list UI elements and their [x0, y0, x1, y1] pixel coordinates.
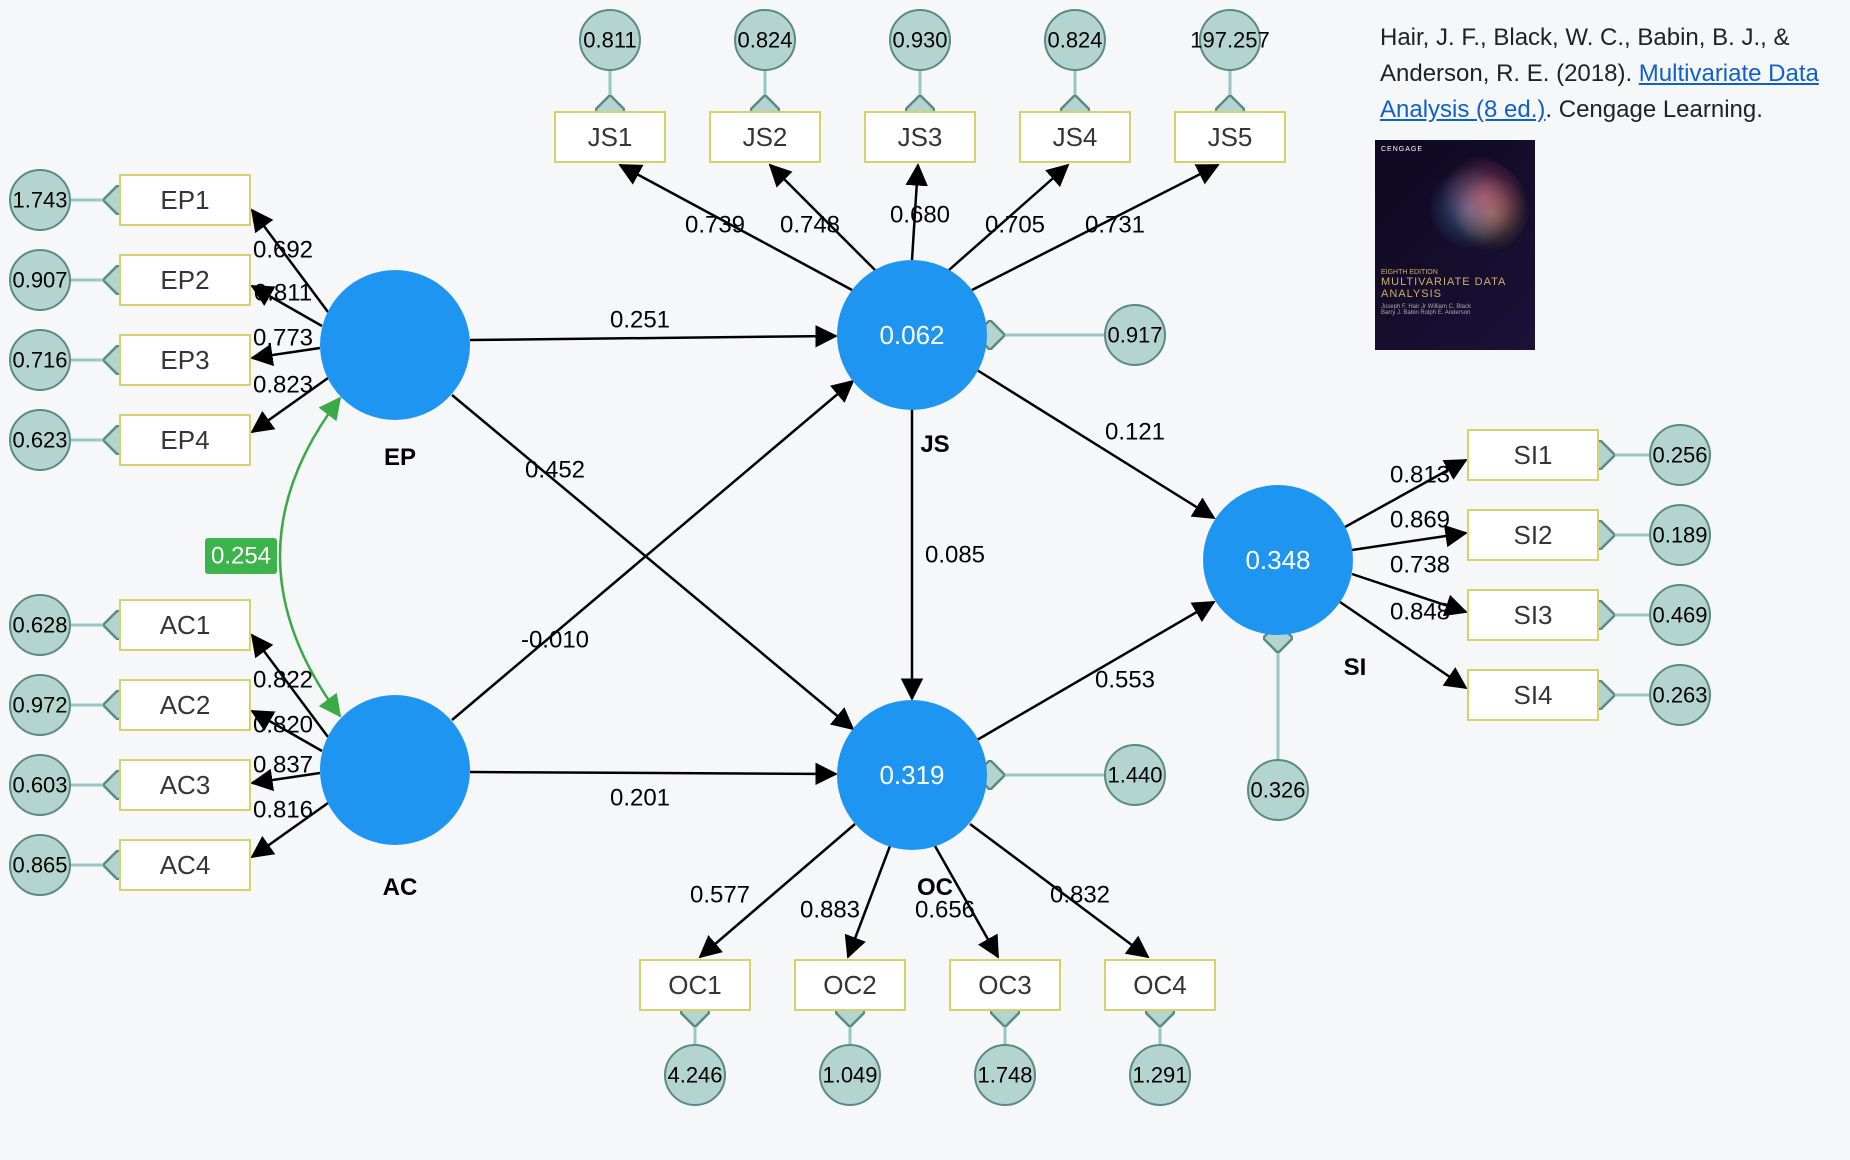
- loading-EP_EP2: 0.811: [254, 280, 312, 307]
- latent-value-OC: 0.319: [879, 760, 944, 790]
- path-JS_SI: 0.121: [1105, 419, 1165, 446]
- indicator-label-EP2: EP2: [160, 265, 209, 295]
- loading-SI_SI1: 0.813: [1390, 462, 1450, 489]
- loading-JS_JS5: 0.731: [1085, 212, 1145, 239]
- latent-value-JS: 0.062: [879, 320, 944, 350]
- indicator-label-AC1: AC1: [160, 610, 211, 640]
- error-value-SI1: 0.256: [1652, 443, 1707, 468]
- path-EP_OC: 0.452: [525, 457, 585, 484]
- indicator-label-JS5: JS5: [1208, 122, 1253, 152]
- latent-label-JS: JS: [920, 431, 949, 458]
- error-value-JS3: 0.930: [892, 28, 947, 53]
- path-AC_OC: 0.201: [610, 785, 670, 812]
- loading-SI_SI3: 0.738: [1390, 552, 1450, 579]
- error-value-EP2: 0.907: [12, 268, 67, 293]
- error-value-OC3: 1.748: [977, 1063, 1032, 1088]
- error-value-SI4: 0.263: [1652, 683, 1707, 708]
- loading-OC_OC3: 0.656: [915, 897, 975, 924]
- book-series: CENGAGE: [1381, 146, 1529, 153]
- loading-EP_EP1: 0.692: [253, 237, 313, 264]
- book-swirl-graphic: [1381, 153, 1529, 263]
- indicator-label-EP1: EP1: [160, 185, 209, 215]
- loading-SI_SI4: 0.848: [1390, 599, 1450, 626]
- latent-label-EP: EP: [384, 444, 416, 471]
- citation: Hair, J. F., Black, W. C., Babin, B. J.,…: [1380, 20, 1820, 128]
- path-JS_OC: 0.085: [925, 542, 985, 569]
- residual-value-OC: 1.440: [1107, 763, 1162, 788]
- latent-value-SI: 0.348: [1245, 545, 1310, 575]
- latent-label-AC: AC: [383, 874, 418, 901]
- citation-publisher: . Cengage Learning.: [1545, 96, 1763, 123]
- error-value-OC4: 1.291: [1132, 1063, 1187, 1088]
- loading-OC_OC2: 0.883: [800, 897, 860, 924]
- loading-JS_JS1: 0.739: [685, 212, 745, 239]
- path-OC_SI: 0.553: [1095, 667, 1155, 694]
- indicator-label-EP3: EP3: [160, 345, 209, 375]
- residual-value-SI: 0.326: [1250, 778, 1305, 803]
- error-value-OC2: 1.049: [822, 1063, 877, 1088]
- structural-paths: [452, 336, 1214, 774]
- error-value-EP3: 0.716: [12, 348, 67, 373]
- loading-AC_AC4: 0.816: [253, 797, 313, 824]
- error-value-AC1: 0.628: [12, 613, 67, 638]
- loading-AC_AC2: 0.820: [253, 712, 313, 739]
- indicator-label-SI2: SI2: [1513, 520, 1552, 550]
- indicator-label-SI1: SI1: [1513, 440, 1552, 470]
- loading-JS_JS2: 0.748: [780, 212, 840, 239]
- error-value-AC4: 0.865: [12, 853, 67, 878]
- covariance-value: 0.254: [211, 543, 271, 570]
- book-title: MULTIVARIATE DATA ANALYSIS: [1381, 276, 1529, 300]
- error-value-JS1: 0.811: [583, 28, 636, 53]
- indicator-label-OC1: OC1: [668, 970, 721, 1000]
- residual-value-JS: 0.917: [1107, 323, 1162, 348]
- latent-EP: [320, 270, 470, 420]
- loading-EP_EP4: 0.823: [253, 372, 313, 399]
- book-edition: EIGHTH EDITION: [1381, 269, 1529, 276]
- indicator-label-AC3: AC3: [160, 770, 211, 800]
- error-value-JS2: 0.824: [737, 28, 792, 53]
- indicator-label-OC3: OC3: [978, 970, 1031, 1000]
- loading-JS_JS4: 0.705: [985, 212, 1045, 239]
- latent-AC: [320, 695, 470, 845]
- loading-OC_OC4: 0.832: [1050, 882, 1110, 909]
- indicator-label-OC2: OC2: [823, 970, 876, 1000]
- indicator-label-SI3: SI3: [1513, 600, 1552, 630]
- path-EP_JS: 0.251: [610, 307, 670, 334]
- latent-label-SI: SI: [1344, 654, 1367, 681]
- indicator-label-OC4: OC4: [1133, 970, 1186, 1000]
- error-value-AC3: 0.603: [12, 773, 67, 798]
- indicator-label-SI4: SI4: [1513, 680, 1552, 710]
- loading-SI_SI2: 0.869: [1390, 507, 1450, 534]
- loading-OC_OC1: 0.577: [690, 882, 750, 909]
- indicator-label-AC4: AC4: [160, 850, 211, 880]
- sem-diagram: 0.254: [0, 0, 1850, 1160]
- book-cover: CENGAGE EIGHTH EDITION MULTIVARIATE DATA…: [1375, 140, 1535, 350]
- book-authors: Joseph F. Hair Jr William C. Black Barry…: [1381, 304, 1529, 316]
- error-value-SI3: 0.469: [1652, 603, 1707, 628]
- loading-JS_JS3: 0.680: [890, 202, 950, 229]
- error-value-JS4: 0.824: [1047, 28, 1102, 53]
- loading-AC_AC1: 0.822: [253, 667, 313, 694]
- indicator-label-EP4: EP4: [160, 425, 209, 455]
- error-value-EP1: 1.743: [12, 188, 67, 213]
- indicator-label-JS3: JS3: [898, 122, 943, 152]
- error-value-OC1: 4.246: [667, 1063, 722, 1088]
- error-value-EP4: 0.623: [12, 428, 67, 453]
- loading-EP_EP3: 0.773: [253, 325, 313, 352]
- error-value-JS5: 197.257: [1190, 28, 1270, 53]
- indicator-label-JS4: JS4: [1053, 122, 1098, 152]
- path-AC_JS: -0.010: [521, 627, 589, 654]
- indicator-label-JS1: JS1: [588, 122, 633, 152]
- error-value-AC2: 0.972: [12, 693, 67, 718]
- loading-AC_AC3: 0.837: [253, 752, 313, 779]
- error-value-SI2: 0.189: [1652, 523, 1707, 548]
- indicator-label-AC2: AC2: [160, 690, 211, 720]
- indicator-label-JS2: JS2: [743, 122, 788, 152]
